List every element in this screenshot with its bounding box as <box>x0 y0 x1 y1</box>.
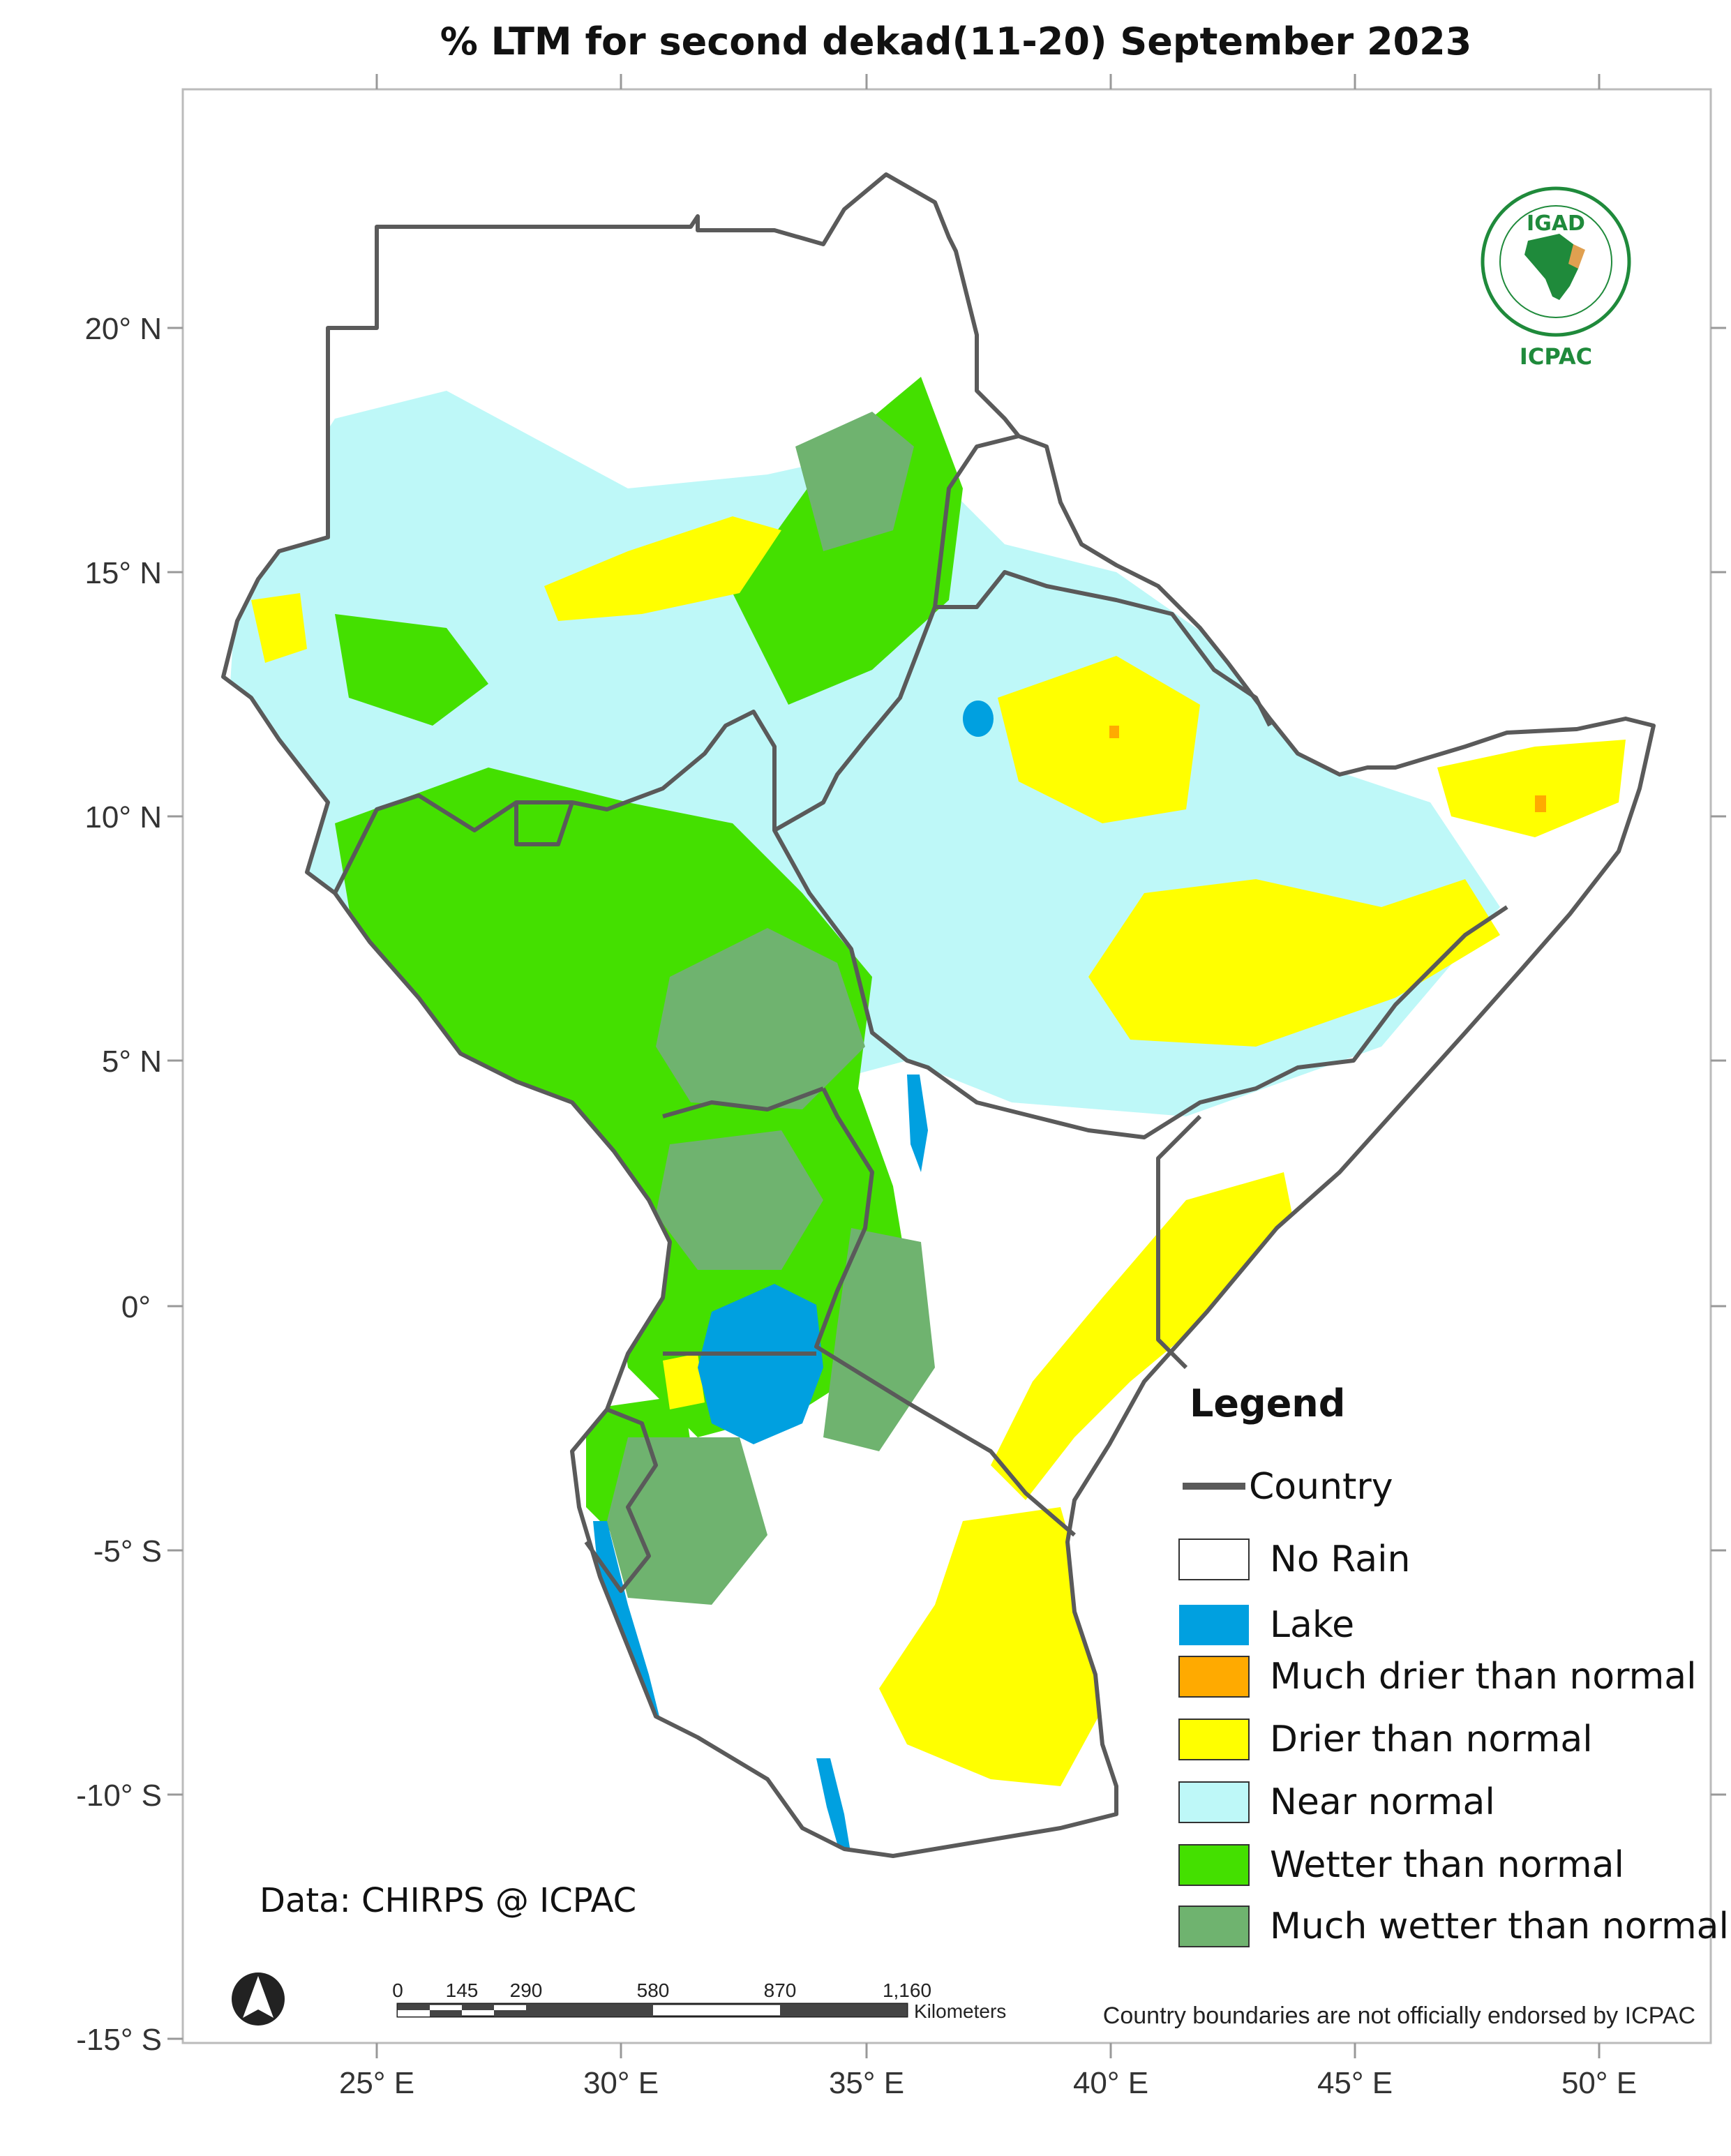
legend-label: Much drier than normal <box>1270 1656 1697 1698</box>
much-drier-spot <box>1535 795 1546 812</box>
data-credit: Data: CHIRPS @ ICPAC <box>260 1881 636 1920</box>
lon-label: 25° E <box>339 2066 414 2100</box>
lon-label: 45° E <box>1317 2066 1393 2100</box>
lon-label: 50° E <box>1561 2066 1637 2100</box>
much-wetter-area-kenya <box>823 1228 935 1451</box>
lat-label: 0° <box>121 1290 151 1324</box>
longitude-labels: 25° E 30° E 35° E 40° E 45° E 50° E <box>339 2066 1637 2100</box>
drier-area-tanzania <box>879 1507 1102 1786</box>
north-arrow-icon <box>232 1972 285 2026</box>
lake-turkana <box>907 1075 928 1172</box>
logo-top-text: IGAD <box>1527 211 1585 236</box>
lat-label: -15° S <box>76 2023 162 2057</box>
legend-swatch-near-normal <box>1178 1781 1250 1823</box>
region-outline <box>221 172 1656 1858</box>
scale-tick: 870 <box>764 1979 797 2001</box>
much-drier-spot <box>1109 726 1119 738</box>
legend-label: Drier than normal <box>1270 1719 1593 1760</box>
drier-area-horn <box>1437 740 1626 837</box>
legend-label: Wetter than normal <box>1270 1844 1624 1886</box>
sudan-south-sudan-border <box>333 434 1019 894</box>
legend-swatch-drier <box>1178 1719 1250 1760</box>
legend-swatch-lake <box>1179 1605 1249 1645</box>
legend-swatch-much-drier <box>1178 1656 1250 1698</box>
lat-label: 15° N <box>84 556 162 590</box>
lake-victoria <box>698 1284 823 1444</box>
rwanda-burundi-border <box>584 1407 658 1593</box>
drier-area-coast <box>991 1172 1298 1500</box>
logo-bottom-text: ICPAC <box>1520 343 1592 370</box>
scale-bar: 0 145 290 580 870 1,160 Kilometers <box>392 1979 1006 2022</box>
lon-label: 40° E <box>1073 2066 1148 2100</box>
country-boundaries <box>221 172 1656 1858</box>
south-sudan-uganda-border <box>662 1086 825 1118</box>
lat-label: 10° N <box>84 800 162 834</box>
latitude-labels: 20° N 15° N 10° N 5° N 0° -5° S -10° S -… <box>76 312 162 2057</box>
kenya-border <box>814 1087 1076 1537</box>
lat-label: -5° S <box>93 1534 162 1569</box>
logo-ring <box>1481 186 1631 337</box>
much-wetter-area <box>656 928 865 1109</box>
legend-label: No Rain <box>1270 1539 1411 1580</box>
legend-swatch-wetter <box>1178 1844 1250 1886</box>
legend-label: Near normal <box>1270 1781 1495 1823</box>
lat-label: -10° S <box>76 1779 162 1813</box>
wetter-area-west <box>335 614 488 726</box>
lon-label: 30° E <box>583 2066 659 2100</box>
map-frame <box>181 88 1712 2044</box>
drier-area-west <box>251 593 307 663</box>
tick-marks <box>167 74 1726 2058</box>
scale-tick: 0 <box>392 1979 403 2001</box>
ethiopia-west-border <box>772 829 1508 1139</box>
drier-area-ethiopia-east <box>998 656 1200 823</box>
lake-malawi <box>816 1758 851 1856</box>
legend-swatch-much-wetter <box>1178 1906 1250 1947</box>
map-title: % LTM for second dekad(11-20) September … <box>440 20 1472 63</box>
drier-area-somalia <box>1088 879 1500 1047</box>
boundary-disclaimer: Country boundaries are not officially en… <box>1103 2002 1695 2029</box>
logo-ring-inner <box>1499 205 1612 318</box>
horn-highlight-icon <box>1568 244 1585 269</box>
scale-unit: Kilometers <box>914 2000 1006 2022</box>
lon-label: 35° E <box>829 2066 904 2100</box>
legend-country-label: Country <box>1249 1466 1393 1508</box>
scale-tick: 580 <box>637 1979 670 2001</box>
legend-swatch-no-rain <box>1178 1539 1250 1580</box>
kenya-somalia-border <box>1156 1114 1202 1370</box>
eritrea-ethiopia-border <box>935 570 1272 727</box>
chad-border-cutout <box>514 802 574 846</box>
scale-tick: 290 <box>510 1979 543 2001</box>
scale-tick: 1,160 <box>883 1979 931 2001</box>
legend: Legend Country No Rain Lake Much drier t… <box>1178 1382 1729 1947</box>
much-wetter-area-north <box>795 412 914 551</box>
igad-icpac-logo: IGAD ICPAC <box>1481 186 1631 370</box>
legend-label: Much wetter than normal <box>1270 1906 1729 1947</box>
legend-title: Legend <box>1190 1382 1345 1425</box>
scale-tick: 145 <box>446 1979 479 2001</box>
lake-tana <box>963 701 994 737</box>
much-wetter-area-uganda <box>656 1130 823 1270</box>
legend-label: Lake <box>1270 1604 1354 1646</box>
lat-label: 20° N <box>84 312 162 346</box>
lat-label: 5° N <box>102 1045 162 1079</box>
africa-icon <box>1524 234 1584 300</box>
drier-area-rwanda <box>663 1354 705 1409</box>
drier-area-sudan <box>544 516 781 621</box>
